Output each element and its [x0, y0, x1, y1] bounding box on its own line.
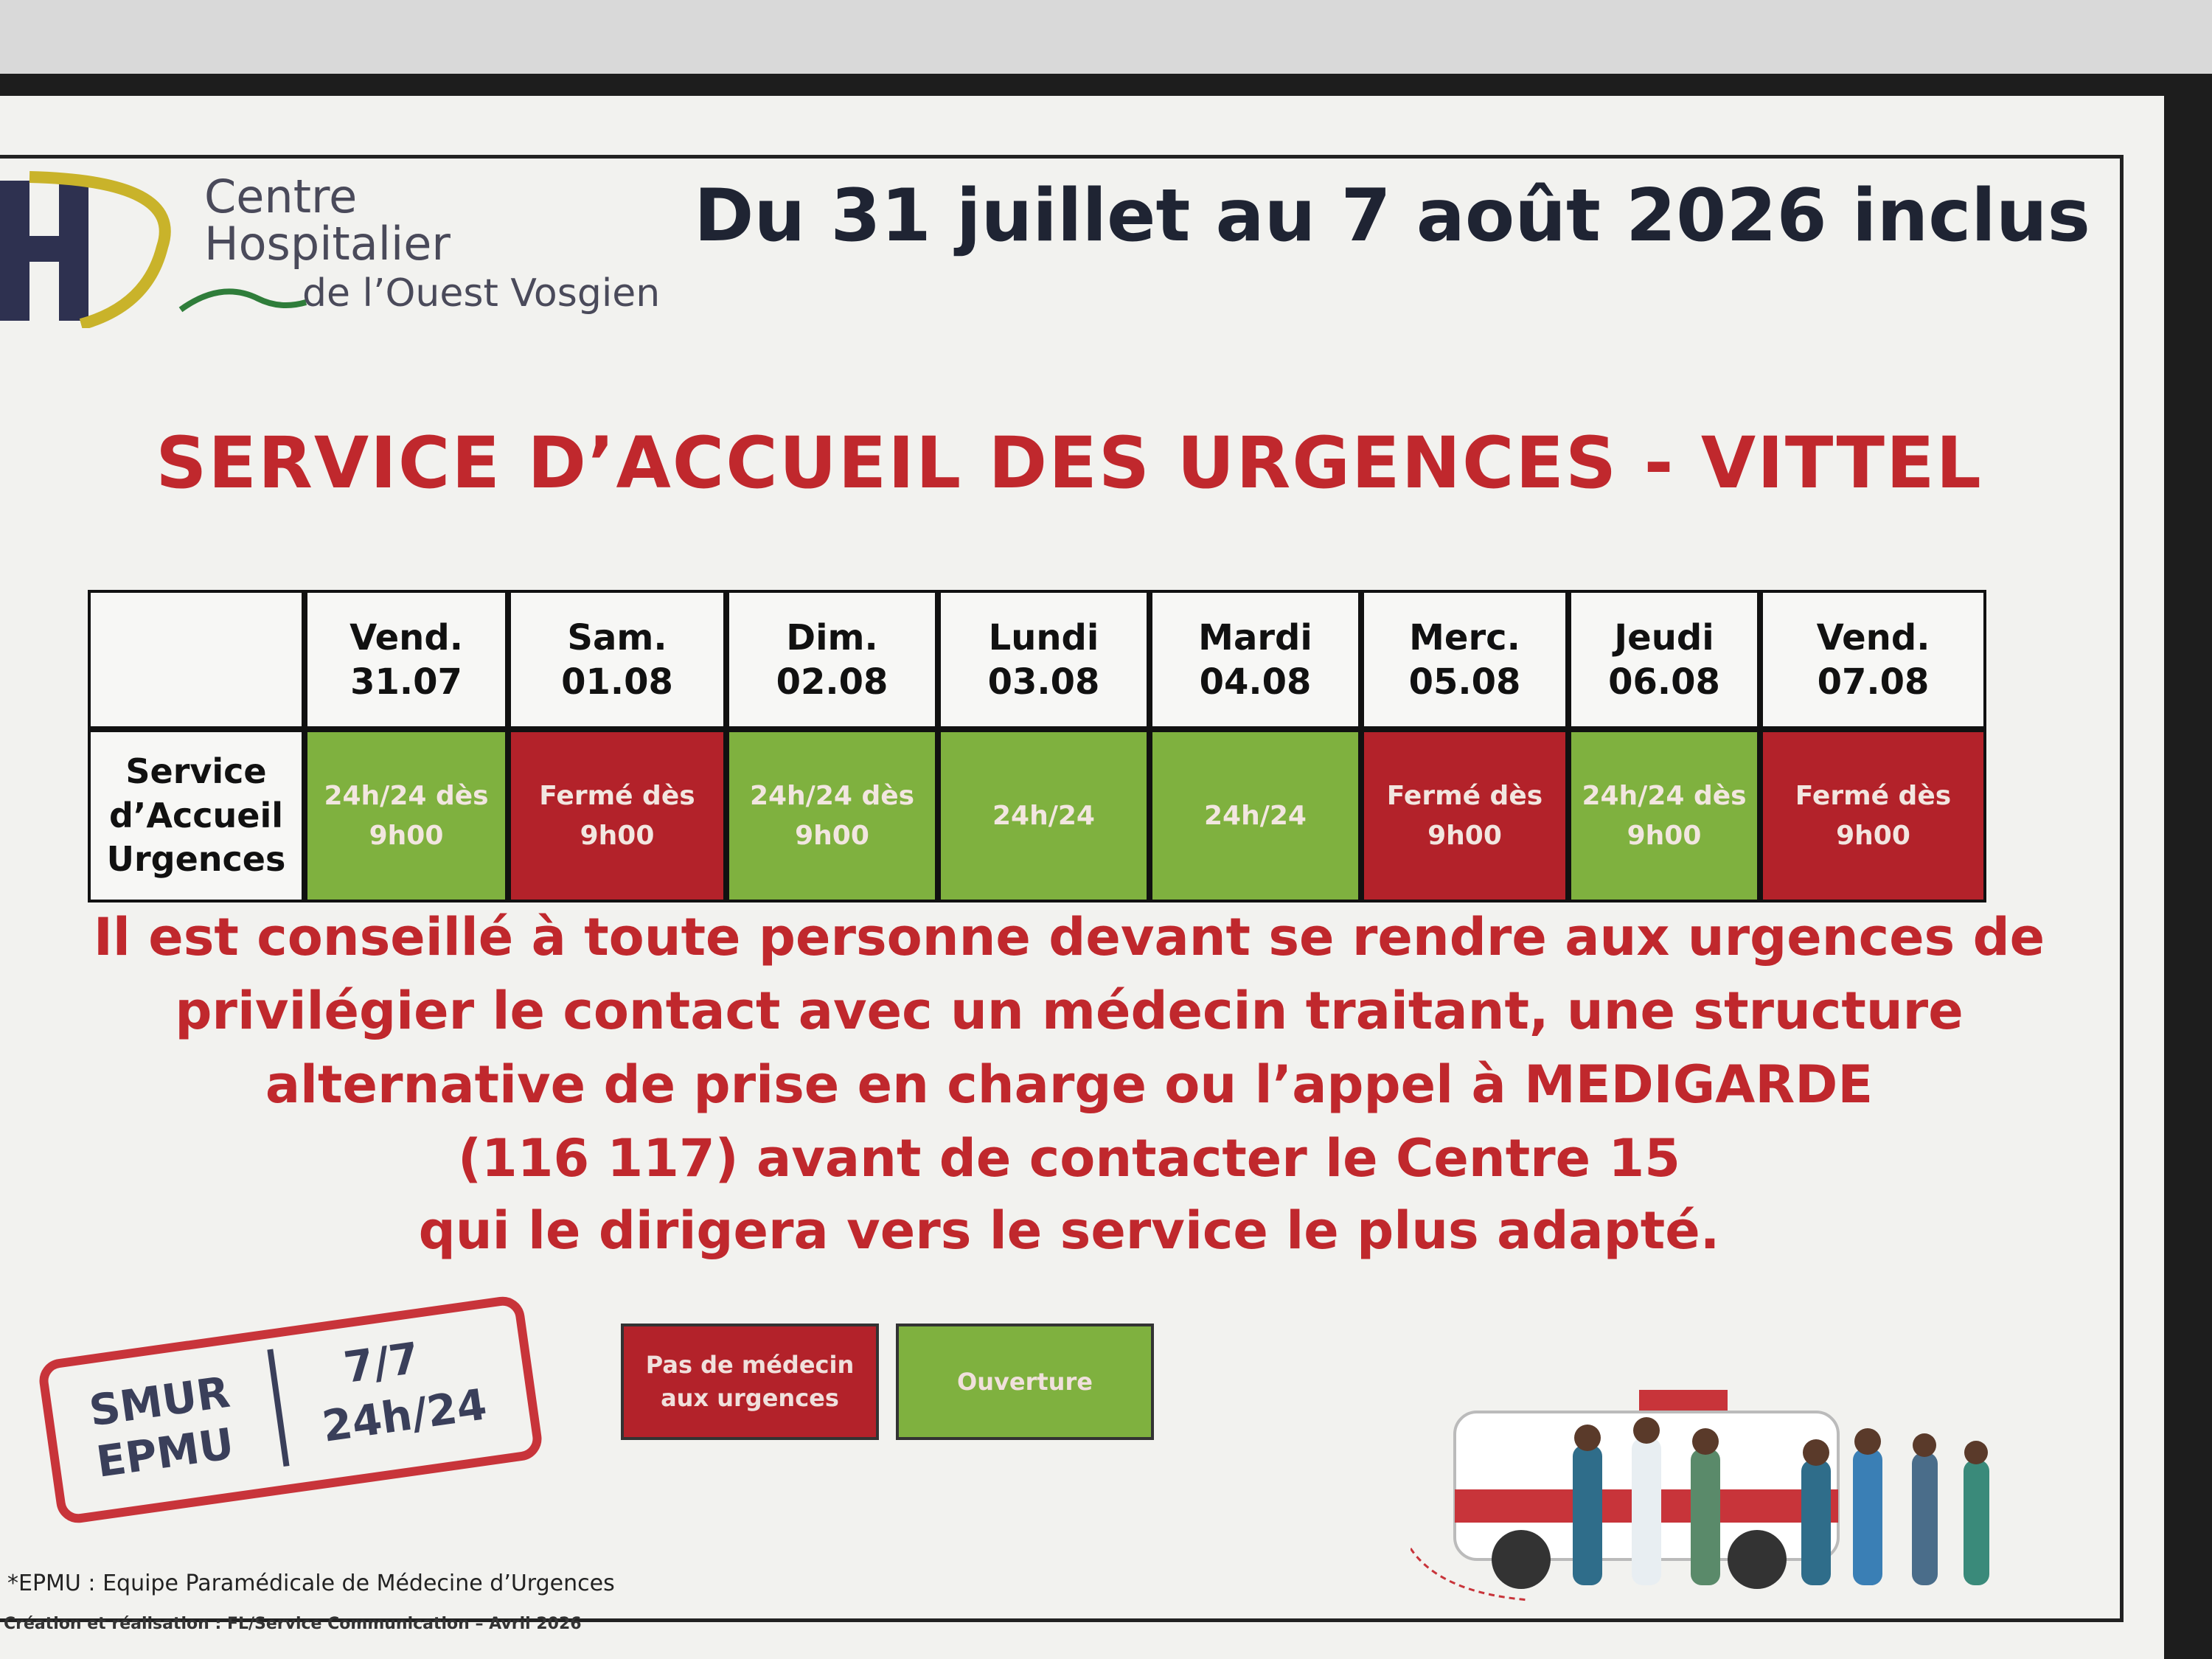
status-text: 9h00 [369, 820, 444, 851]
date-range: Du 31 juillet au 7 août 2026 inclus [694, 174, 2090, 258]
column-header: Dim. 02.08 [726, 590, 938, 729]
date: 01.08 [561, 661, 673, 703]
logo-mark [0, 171, 171, 328]
status-text: 24h/24 dès [324, 780, 489, 811]
status-text: 9h00 [1427, 820, 1502, 851]
stamp-text: 7/7 [341, 1332, 422, 1393]
status-text: Fermé dès [539, 780, 695, 811]
legend-label: aux urgences [661, 1384, 839, 1412]
status-cell: 24h/24 [938, 729, 1150, 902]
notice-line: (116 117) avant de contacter le Centre 1… [458, 1128, 1680, 1189]
date: 06.08 [1608, 661, 1720, 703]
status-cell: 24h/24 [1150, 729, 1361, 902]
date: 02.08 [776, 661, 888, 703]
date: 04.08 [1199, 661, 1312, 703]
day: Vend. [1816, 616, 1930, 658]
day: Mardi [1198, 616, 1312, 658]
status-text: 9h00 [1627, 820, 1702, 851]
row-label-line: Urgences [106, 839, 286, 880]
logo-text: Centre [204, 170, 358, 223]
row-label-line: Service [125, 751, 267, 791]
status-cell: Fermé dès 9h00 [1760, 729, 1986, 902]
status-cell: 24h/24 dès 9h00 [305, 729, 508, 902]
column-header: Jeudi 06.08 [1568, 590, 1760, 729]
column-header: Mardi 04.08 [1150, 590, 1361, 729]
logo-text: de l’Ouest Vosgien [302, 271, 661, 316]
footnote: *EPMU : Equipe Paramédicale de Médecine … [7, 1571, 615, 1596]
day: Vend. [349, 616, 463, 658]
legend-label: Pas de médecin [645, 1351, 855, 1380]
monitor-edge [2164, 74, 2212, 1659]
status-text: Fermé dès [1795, 780, 1952, 811]
status-cell: 24h/24 dès 9h00 [726, 729, 938, 902]
status-text: 24h/24 [1204, 800, 1307, 831]
column-header: Lundi 03.08 [938, 590, 1150, 729]
notice-line: privilégier le contact avec un médecin t… [175, 981, 1964, 1041]
corner-cell [88, 590, 305, 729]
day: Dim. [786, 616, 878, 658]
status-text: 9h00 [1836, 820, 1910, 851]
status-text: 24h/24 [992, 800, 1095, 831]
legend-label: Ouverture [957, 1367, 1093, 1396]
column-header: Sam. 01.08 [508, 590, 726, 729]
status-text: Fermé dès [1386, 780, 1543, 811]
date: 05.08 [1408, 661, 1521, 703]
credit: Création et réalisation : FL/Service Com… [4, 1615, 582, 1633]
status-text: 24h/24 dès [749, 780, 915, 811]
status-cell: 24h/24 dès 9h00 [1568, 729, 1760, 902]
ambulance-illustration [1411, 1390, 1989, 1601]
row-label-line: d’Accueil [108, 795, 284, 835]
day: Merc. [1409, 616, 1520, 658]
column-header: Merc. 05.08 [1361, 590, 1568, 729]
status-text: 9h00 [580, 820, 655, 851]
date: 07.08 [1817, 661, 1930, 703]
legend-item: Ouverture [896, 1324, 1154, 1440]
date: 03.08 [987, 661, 1100, 703]
day: Jeudi [1614, 616, 1714, 658]
monitor-bezel [0, 74, 2212, 96]
column-header: Vend. 07.08 [1760, 590, 1986, 729]
row-label: Service d’Accueil Urgences [88, 729, 305, 902]
logo-wave [178, 288, 307, 313]
notice-line: Il est conseillé à toute personne devant… [93, 907, 2045, 967]
date: 31.07 [350, 661, 462, 703]
poster-frame [0, 155, 2124, 1622]
notice-line: alternative de prise en charge ou l’appe… [265, 1054, 1874, 1115]
status-cell: Fermé dès 9h00 [1361, 729, 1568, 902]
status-text: 9h00 [795, 820, 869, 851]
logo-text: Hospitalier [204, 217, 451, 271]
legend-item: Pas de médecin aux urgences [621, 1324, 879, 1440]
stamp-divider [267, 1349, 290, 1467]
column-header: Vend. 31.07 [305, 590, 508, 729]
stamp-text: 24h/24 [319, 1379, 490, 1452]
status-text: 24h/24 dès [1582, 780, 1747, 811]
notice-line: qui le dirigera vers le service le plus … [418, 1200, 1720, 1261]
day: Sam. [567, 616, 667, 658]
status-cell: Fermé dès 9h00 [508, 729, 726, 902]
day: Lundi [988, 616, 1099, 658]
title: SERVICE D’ACCUEIL DES URGENCES - VITTEL [156, 422, 1983, 504]
